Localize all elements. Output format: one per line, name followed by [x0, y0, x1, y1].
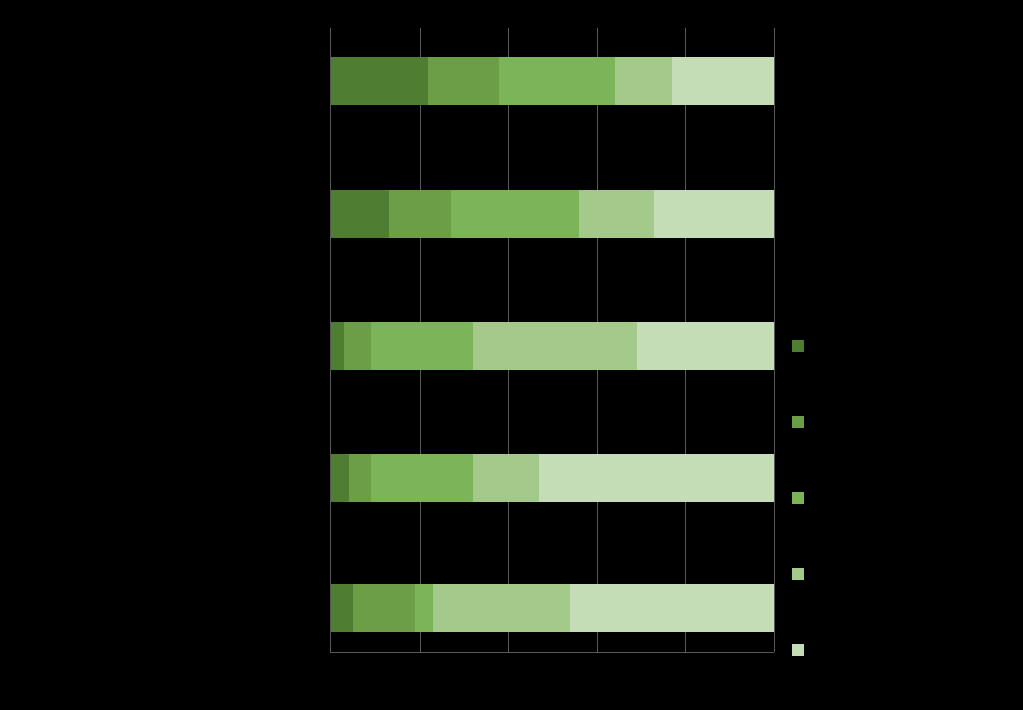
bar-segment: [672, 57, 774, 105]
bar-segment: [331, 57, 428, 105]
legend-swatch: [792, 492, 804, 504]
legend-swatch: [792, 416, 804, 428]
bar-segment: [389, 190, 451, 238]
bar-segment: [615, 57, 673, 105]
legend-swatch: [792, 340, 804, 352]
bar-segment: [428, 57, 499, 105]
bar-segment: [331, 322, 344, 370]
bar-segment: [473, 322, 637, 370]
legend-swatch: [792, 644, 804, 656]
bar-segment: [331, 584, 353, 632]
bar-segment: [473, 454, 539, 502]
bar-segment: [331, 454, 349, 502]
bar-segment: [539, 454, 774, 502]
bar-segment: [654, 190, 774, 238]
bar-segment: [433, 584, 570, 632]
bar-segment: [637, 322, 774, 370]
bar-row: [331, 454, 774, 502]
plot-area: [330, 28, 774, 653]
bar-segment: [415, 584, 433, 632]
bar-segment: [451, 190, 579, 238]
bar-row: [331, 584, 774, 632]
bar-segment: [371, 454, 473, 502]
bar-row: [331, 190, 774, 238]
bar-segment: [570, 584, 774, 632]
gridline: [774, 28, 775, 652]
bar-segment: [371, 322, 473, 370]
stacked-bar-chart: [0, 0, 1023, 710]
bar-segment: [579, 190, 654, 238]
bar-row: [331, 322, 774, 370]
bar-segment: [499, 57, 614, 105]
bar-segment: [353, 584, 415, 632]
bar-segment: [331, 190, 389, 238]
bar-row: [331, 57, 774, 105]
bar-segment: [349, 454, 371, 502]
bar-segment: [344, 322, 371, 370]
legend-swatch: [792, 568, 804, 580]
